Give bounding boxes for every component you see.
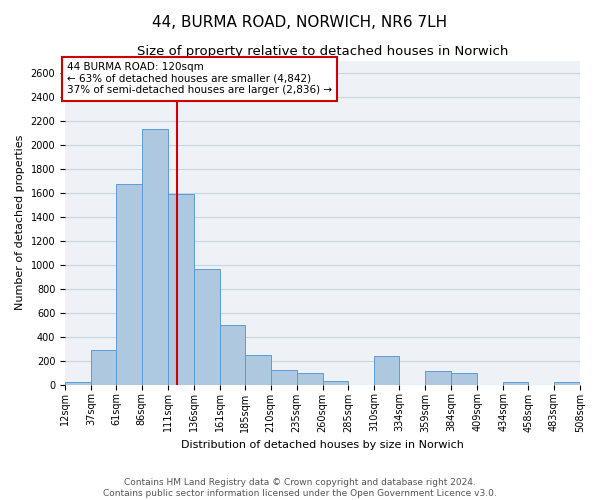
Bar — [425, 372, 451, 384]
Bar — [271, 370, 296, 384]
Bar — [451, 372, 477, 384]
Title: Size of property relative to detached houses in Norwich: Size of property relative to detached ho… — [137, 45, 508, 58]
X-axis label: Distribution of detached houses by size in Norwich: Distribution of detached houses by size … — [181, 440, 464, 450]
Bar — [296, 372, 323, 384]
Bar — [91, 350, 116, 384]
Bar — [142, 129, 168, 384]
Bar — [116, 184, 142, 384]
Text: 44 BURMA ROAD: 120sqm
← 63% of detached houses are smaller (4,842)
37% of semi-d: 44 BURMA ROAD: 120sqm ← 63% of detached … — [67, 62, 332, 96]
Bar — [374, 356, 400, 384]
Bar — [220, 324, 245, 384]
Bar — [554, 382, 580, 384]
Bar — [168, 194, 194, 384]
Y-axis label: Number of detached properties: Number of detached properties — [15, 135, 25, 310]
Bar — [194, 270, 220, 384]
Bar — [65, 382, 91, 384]
Bar — [503, 382, 528, 384]
Text: 44, BURMA ROAD, NORWICH, NR6 7LH: 44, BURMA ROAD, NORWICH, NR6 7LH — [152, 15, 448, 30]
Bar — [323, 381, 349, 384]
Text: Contains HM Land Registry data © Crown copyright and database right 2024.
Contai: Contains HM Land Registry data © Crown c… — [103, 478, 497, 498]
Bar — [245, 354, 271, 384]
